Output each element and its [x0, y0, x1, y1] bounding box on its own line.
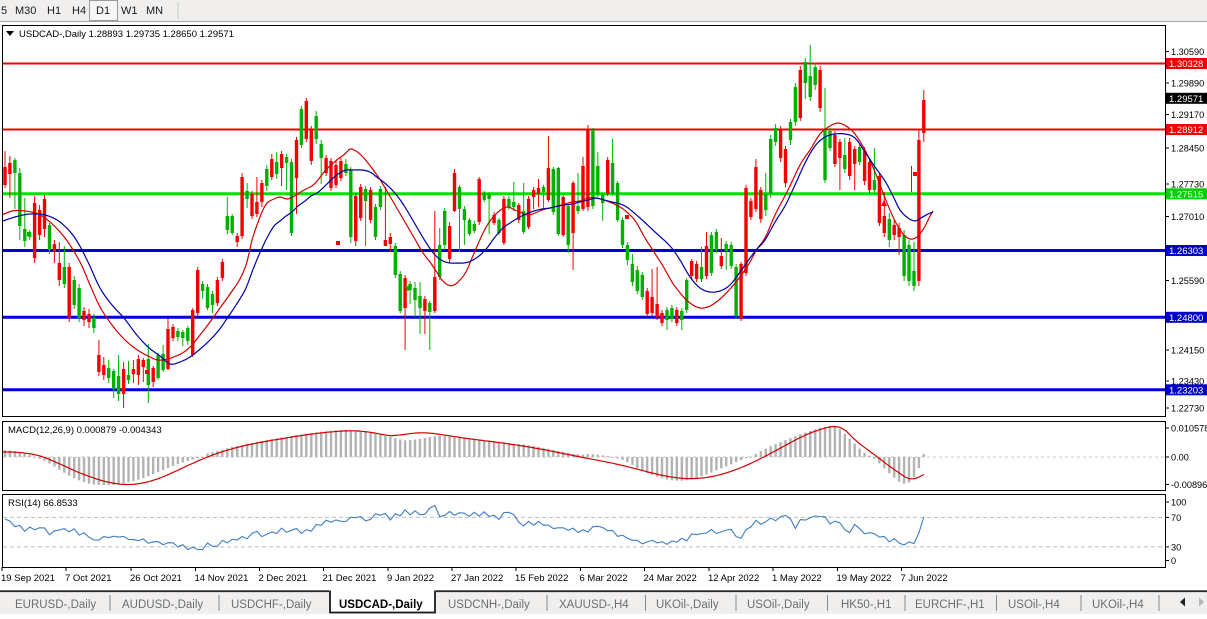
svg-text:5: 5: [1, 5, 7, 17]
svg-text:XAUUSD-,H4: XAUUSD-,H4: [559, 599, 629, 611]
svg-text:HK50-,H1: HK50-,H1: [841, 599, 892, 611]
svg-text:1.24150: 1.24150: [1171, 346, 1204, 356]
svg-text:70: 70: [1171, 513, 1181, 523]
svg-text:AUDUSD-,Daily: AUDUSD-,Daily: [122, 599, 203, 611]
svg-text:USOil-,H4: USOil-,H4: [1008, 599, 1060, 611]
svg-text:USOil-,Daily: USOil-,Daily: [747, 599, 810, 611]
svg-text:26 Oct 2021: 26 Oct 2021: [130, 573, 182, 584]
svg-text:MN: MN: [146, 5, 163, 17]
svg-text:0.00: 0.00: [1171, 453, 1189, 463]
svg-text:USDCNH-,Daily: USDCNH-,Daily: [448, 599, 530, 611]
svg-text:1.23203: 1.23203: [1169, 385, 1203, 396]
svg-text:USDCAD-,Daily 1.28893 1.29735: USDCAD-,Daily 1.28893 1.29735 1.28650 1.…: [19, 29, 234, 40]
svg-text:24 Mar 2022: 24 Mar 2022: [644, 573, 697, 584]
svg-text:0: 0: [1171, 556, 1176, 566]
svg-text:12 Apr 2022: 12 Apr 2022: [708, 573, 759, 584]
svg-text:7 Jun 2022: 7 Jun 2022: [901, 573, 948, 584]
svg-text:1.28450: 1.28450: [1171, 144, 1204, 154]
svg-text:UKOil-,Daily: UKOil-,Daily: [656, 599, 719, 611]
svg-text:9 Jan 2022: 9 Jan 2022: [387, 573, 434, 584]
svg-text:21 Dec 2021: 21 Dec 2021: [323, 573, 377, 584]
svg-text:1.27730: 1.27730: [1171, 180, 1204, 190]
svg-text:1.29571: 1.29571: [1169, 94, 1203, 105]
svg-text:19 May 2022: 19 May 2022: [837, 573, 892, 584]
svg-text:1.24800: 1.24800: [1169, 313, 1203, 324]
svg-text:27 Jan 2022: 27 Jan 2022: [451, 573, 503, 584]
svg-text:100: 100: [1171, 498, 1186, 508]
svg-text:0.010578: 0.010578: [1171, 424, 1207, 434]
svg-text:15 Feb 2022: 15 Feb 2022: [515, 573, 568, 584]
svg-text:19 Sep 2021: 19 Sep 2021: [1, 573, 55, 584]
svg-text:M30: M30: [15, 5, 36, 17]
svg-text:7 Oct 2021: 7 Oct 2021: [65, 573, 111, 584]
svg-text:H1: H1: [47, 5, 61, 17]
svg-text:1.26303: 1.26303: [1169, 246, 1203, 257]
svg-text:UKOil-,H4: UKOil-,H4: [1092, 599, 1144, 611]
svg-text:1.28912: 1.28912: [1169, 125, 1203, 136]
svg-text:1 May 2022: 1 May 2022: [772, 573, 822, 584]
svg-text:1.25590: 1.25590: [1171, 276, 1204, 286]
svg-text:30: 30: [1171, 542, 1181, 552]
svg-text:MACD(12,26,9) 0.000879 -0.0043: MACD(12,26,9) 0.000879 -0.004343: [8, 425, 162, 436]
svg-text:EURCHF-,H1: EURCHF-,H1: [915, 599, 985, 611]
svg-text:H4: H4: [72, 5, 86, 17]
svg-text:1.22730: 1.22730: [1171, 404, 1204, 414]
svg-text:1.29890: 1.29890: [1171, 79, 1204, 89]
svg-text:-0.00896: -0.00896: [1171, 480, 1207, 490]
svg-text:1.27010: 1.27010: [1171, 212, 1204, 222]
svg-text:USDCHF-,Daily: USDCHF-,Daily: [231, 599, 312, 611]
svg-text:D1: D1: [96, 5, 110, 17]
svg-text:1.30590: 1.30590: [1171, 47, 1204, 57]
svg-text:1.29170: 1.29170: [1171, 110, 1204, 120]
svg-text:14 Nov 2021: 14 Nov 2021: [195, 573, 249, 584]
svg-text:1.27515: 1.27515: [1169, 189, 1203, 200]
svg-text:RSI(14) 66.8533: RSI(14) 66.8533: [8, 498, 78, 509]
svg-text:6 Mar 2022: 6 Mar 2022: [580, 573, 628, 584]
svg-text:2 Dec 2021: 2 Dec 2021: [259, 573, 308, 584]
svg-text:1.23430: 1.23430: [1171, 377, 1204, 387]
svg-text:USDCAD-,Daily: USDCAD-,Daily: [339, 599, 423, 611]
svg-text:W1: W1: [121, 5, 138, 17]
svg-text:1.30328: 1.30328: [1169, 59, 1203, 70]
svg-text:EURUSD-,Daily: EURUSD-,Daily: [15, 599, 96, 611]
